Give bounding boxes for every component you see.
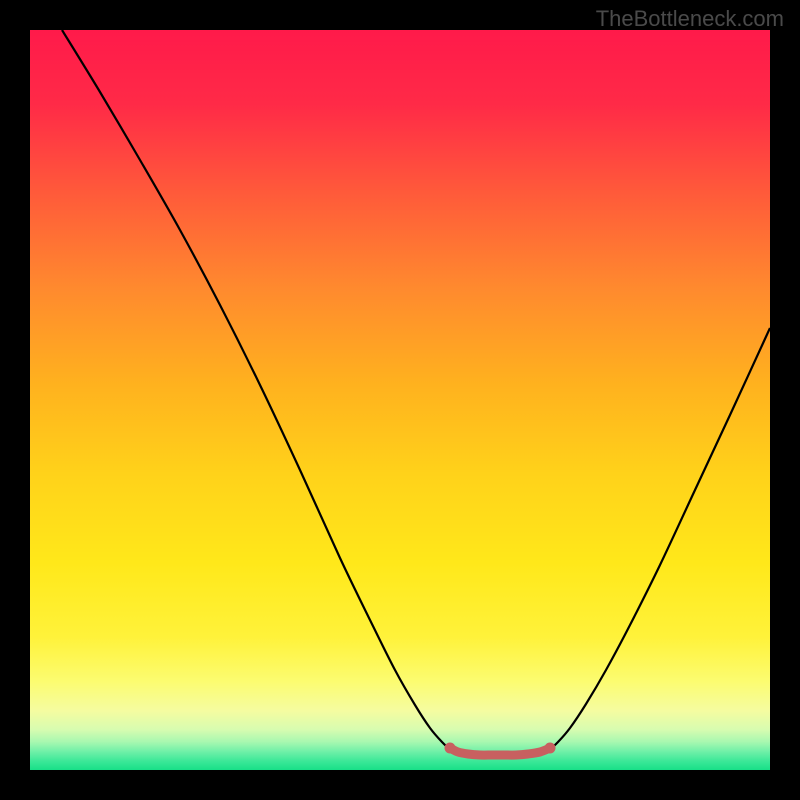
watermark-text: TheBottleneck.com	[596, 6, 784, 32]
bottleneck-curve	[62, 30, 770, 754]
plot-area	[30, 30, 770, 770]
optimal-range-marker	[445, 743, 556, 756]
chart-svg	[30, 30, 770, 770]
